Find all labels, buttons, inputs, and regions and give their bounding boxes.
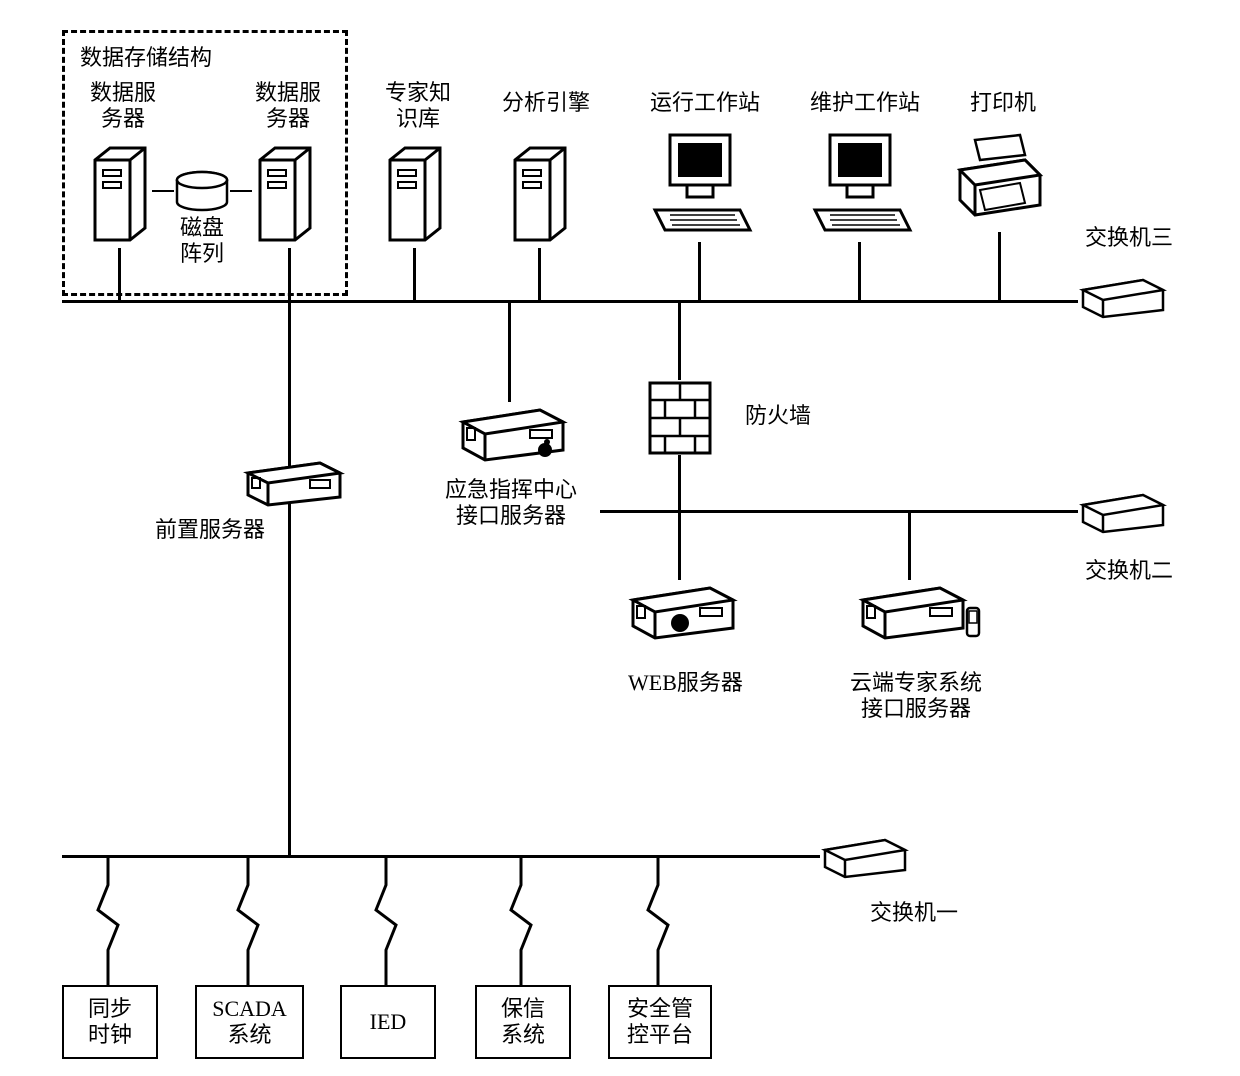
sync-clock-box: 同步 时钟	[62, 985, 158, 1059]
cloud-expert-vline	[908, 510, 911, 580]
switch3-label: 交换机三	[1085, 225, 1173, 251]
switch1-icon	[820, 835, 910, 880]
drop-top-3	[538, 248, 541, 300]
front-server-icon	[240, 455, 350, 510]
scada-label: SCADA 系统	[212, 996, 287, 1049]
data-server-2-icon	[250, 140, 320, 250]
drop-top-5	[858, 242, 861, 300]
web-server-icon	[625, 578, 745, 648]
disk-array-label: 磁盘 阵列	[180, 215, 224, 268]
drop-top-2	[413, 248, 416, 300]
emergency-server-label: 应急指挥中心 接口服务器	[445, 477, 577, 530]
switch1-label: 交换机一	[870, 900, 958, 926]
firewall-vline	[678, 300, 681, 380]
data-server-2-label: 数据服 务器	[255, 80, 321, 133]
drop-top-1	[288, 248, 291, 300]
web-server-label: WEB服务器	[628, 670, 743, 696]
ied-label: IED	[370, 1009, 407, 1035]
disk-conn-right	[230, 190, 252, 192]
cloud-expert-label: 云端专家系统 接口服务器	[850, 670, 982, 723]
switch2-icon	[1078, 490, 1168, 535]
top-bus	[62, 300, 1078, 303]
emergency-vline	[508, 300, 511, 402]
zigzag-2	[368, 855, 404, 985]
expert-kb-icon	[380, 140, 450, 250]
drop-top-4	[698, 242, 701, 300]
disk-conn-left	[152, 190, 174, 192]
data-server-1-icon	[85, 140, 155, 250]
printer-label: 打印机	[970, 90, 1036, 116]
baoxin-box: 保信 系统	[475, 985, 571, 1059]
bottom-bus	[62, 855, 820, 858]
expert-kb-label: 专家知 识库	[385, 80, 451, 133]
drop-top-0	[118, 248, 121, 300]
maintenance-ws-icon	[805, 125, 915, 245]
switch2-label: 交换机二	[1085, 558, 1173, 584]
sync-clock-label: 同步 时钟	[88, 996, 132, 1049]
front-server-vline	[288, 300, 291, 855]
firewall-label: 防火墙	[745, 403, 811, 429]
firewall-down-vline	[678, 455, 681, 510]
switch3-icon	[1078, 275, 1168, 320]
mid-bus	[600, 510, 1078, 513]
zigzag-0	[90, 855, 126, 985]
data-storage-title: 数据存储结构	[80, 45, 212, 71]
cloud-expert-icon	[855, 578, 985, 648]
drop-top-6	[998, 232, 1001, 300]
ied-box: IED	[340, 985, 436, 1059]
emergency-server-icon	[455, 400, 575, 470]
firewall-icon	[645, 378, 715, 458]
zigzag-4	[640, 855, 676, 985]
diagram-canvas: 数据存储结构 交换机三 数据服 务器 磁盘 阵列 数据服 务器	[0, 0, 1240, 1076]
analysis-engine-label: 分析引擎	[502, 90, 590, 116]
operation-ws-label: 运行工作站	[650, 90, 760, 116]
disk-array-icon	[172, 170, 232, 215]
security-box: 安全管 控平台	[608, 985, 712, 1059]
baoxin-label: 保信 系统	[501, 996, 545, 1049]
data-server-1-label: 数据服 务器	[90, 80, 156, 133]
front-server-label: 前置服务器	[155, 517, 265, 543]
zigzag-3	[503, 855, 539, 985]
operation-ws-icon	[645, 125, 755, 245]
zigzag-1	[230, 855, 266, 985]
maintenance-ws-label: 维护工作站	[810, 90, 920, 116]
web-server-vline	[678, 510, 681, 580]
printer-icon	[950, 125, 1050, 235]
security-label: 安全管 控平台	[627, 996, 693, 1049]
analysis-engine-icon	[505, 140, 575, 250]
scada-box: SCADA 系统	[195, 985, 304, 1059]
